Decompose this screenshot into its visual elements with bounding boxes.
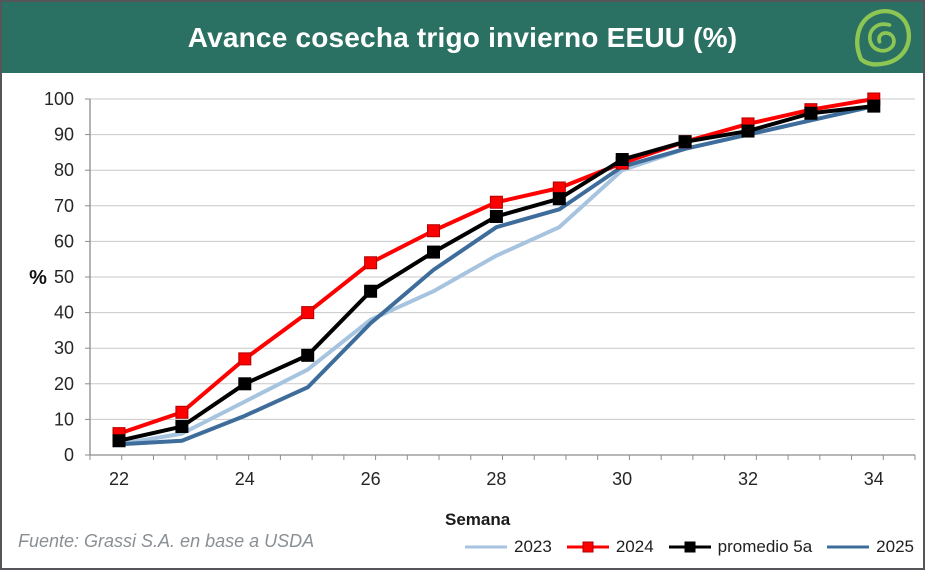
legend-swatch [827,545,870,549]
svg-text:100: 100 [44,89,74,109]
svg-text:22: 22 [109,469,129,489]
axis-tick-labels: 0 10 20 30 40 50 60 70 80 90 100 22 24 26 28 30 32 34% [29,89,884,489]
y-axis-title: % [29,267,47,289]
svg-text:60: 60 [54,231,74,251]
legend-swatch [566,541,609,553]
grassi-leaf-logo-icon [855,8,911,67]
legend-item-promedio-5a: promedio 5a [668,537,813,557]
svg-text:80: 80 [54,160,74,180]
svg-text:0: 0 [64,445,74,465]
line-chart: 0 10 20 30 40 50 60 70 80 90 100 22 24 26 28 30 32 34% [29,89,916,489]
legend-swatch [668,541,711,553]
series-2024 [112,92,881,441]
series-promedio-5a [112,99,881,448]
svg-text:28: 28 [486,469,506,489]
svg-text:40: 40 [54,303,74,323]
svg-text:50: 50 [54,267,74,287]
chart-legend: 2023 2024 promedio 5a 2025 [464,537,914,557]
page-title: Avance cosecha trigo invierno EEUU (%) [187,21,738,53]
svg-text:26: 26 [361,469,381,489]
svg-text:24: 24 [235,469,255,489]
legend-item-2024: 2024 [566,537,654,557]
legend-item-2025: 2025 [826,537,914,557]
svg-text:32: 32 [738,469,758,489]
chart-header: Avance cosecha trigo invierno EEUU (%) [2,2,923,73]
svg-text:30: 30 [54,338,74,358]
legend-label: 2023 [514,537,552,556]
axes [85,98,916,460]
svg-text:20: 20 [54,374,74,394]
legend-label: 2025 [876,537,914,556]
svg-text:90: 90 [54,125,74,145]
legend-label: promedio 5a [717,537,813,556]
svg-text:34: 34 [864,469,884,489]
svg-text:70: 70 [54,196,74,216]
legend-label: 2024 [615,537,654,556]
svg-text:30: 30 [612,469,632,489]
legend-swatch [465,545,507,549]
legend-item-2023: 2023 [464,537,552,557]
svg-text:10: 10 [54,409,74,429]
gridlines [90,98,915,420]
source-note: Fuente: Grassi S.A. en base a USDA [18,531,315,551]
x-axis-title: Semana [445,510,511,529]
